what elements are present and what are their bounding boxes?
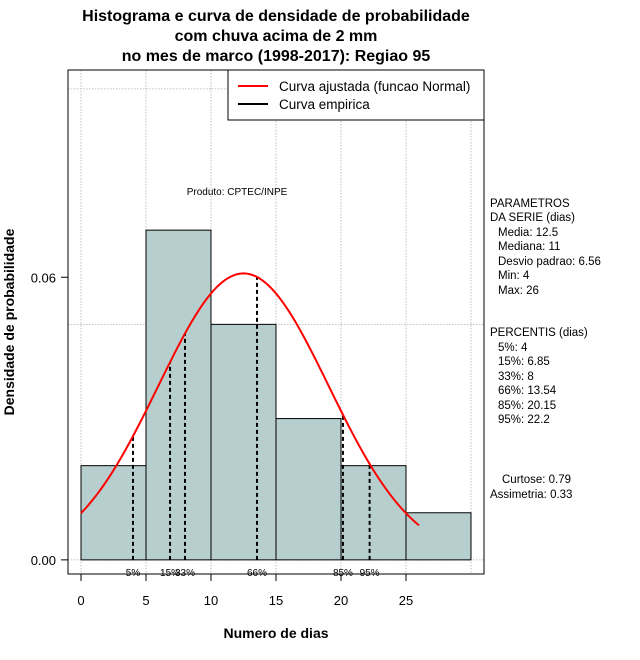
legend-box <box>227 69 485 121</box>
percentil-33: 33%: 8 <box>498 371 534 383</box>
param-mean: Media: 12.5 <box>498 227 558 239</box>
legend-normal-label: Curva ajustada (funcao Normal) <box>279 79 470 94</box>
percentil-5: 5%: 4 <box>498 342 528 354</box>
percentil-15: 15%: 6.85 <box>498 356 550 368</box>
percentile-label: 95% <box>360 568 380 579</box>
chart-title-line-3: no mes de marco (1998-2017): Regiao 95 <box>122 48 431 65</box>
histogram-bars <box>80 229 472 561</box>
x-tick-label: 0 <box>77 593 84 608</box>
legend: Curva ajustada (funcao Normal) Curva emp… <box>227 69 485 121</box>
skewness: Assimetria: 0.33 <box>490 489 572 501</box>
percentil-header: PERCENTIS (dias) <box>490 327 588 339</box>
histogram-bar <box>275 418 342 561</box>
x-tick-label: 5 <box>142 593 149 608</box>
normal-curve-group <box>80 272 420 527</box>
percentil-85: 85%: 20.15 <box>498 400 556 412</box>
percentile-label: 33% <box>175 568 195 579</box>
y-tick-label: 0.00 <box>31 553 56 568</box>
percentile-label: 15% <box>160 568 180 579</box>
x-tick-label: 20 <box>334 593 348 608</box>
kurtosis: Curtose: 0.79 <box>502 474 571 486</box>
param-min: Min: 4 <box>498 270 530 282</box>
histogram-bar <box>210 323 277 561</box>
chart-title: Histograma e curva de densidade de proba… <box>82 8 470 65</box>
x-axis-title: Numero de dias <box>223 625 328 641</box>
param-median: Mediana: 11 <box>498 241 560 253</box>
y-axis: 0.00 0.06 <box>31 270 69 568</box>
stats-panel: PARAMETROS DA SERIE (dias) Media: 12.5 M… <box>490 198 601 501</box>
y-axis-title: Densidade de probabilidade <box>1 228 17 415</box>
normal-fit-curve <box>80 272 420 527</box>
percentil-66: 66%: 13.54 <box>498 385 557 397</box>
legend-empirical-label: Curva empirica <box>279 97 370 112</box>
product-annotation: Produto: CPTEC/INPE <box>187 187 288 198</box>
histogram-bar <box>80 465 147 561</box>
histogram-bar <box>340 465 407 561</box>
percentile-label: 5% <box>126 568 141 579</box>
param-header-1: PARAMETROS <box>490 198 570 210</box>
x-axis: 0 5 10 15 20 25 <box>77 573 413 608</box>
percentile-lines: 5% 15%33% 66% 85% 95% <box>126 276 380 579</box>
histogram-bar <box>405 512 472 561</box>
x-tick-label: 25 <box>399 593 413 608</box>
x-tick-label: 15 <box>269 593 283 608</box>
histogram-bar <box>145 229 212 561</box>
y-tick-label: 0.06 <box>31 270 56 285</box>
chart-title-line-1: Histograma e curva de densidade de proba… <box>82 8 470 25</box>
param-sd: Desvio padrao: 6.56 <box>498 256 601 268</box>
x-tick-label: 10 <box>204 593 218 608</box>
percentile-label: 66% <box>247 568 267 579</box>
param-max: Max: 26 <box>498 285 539 297</box>
chart-title-line-2: com chuva acima de 2 mm <box>175 28 378 45</box>
percentil-95: 95%: 22.2 <box>498 414 550 426</box>
percentile-label: 85% <box>333 568 353 579</box>
param-header-2: DA SERIE (dias) <box>490 212 575 224</box>
